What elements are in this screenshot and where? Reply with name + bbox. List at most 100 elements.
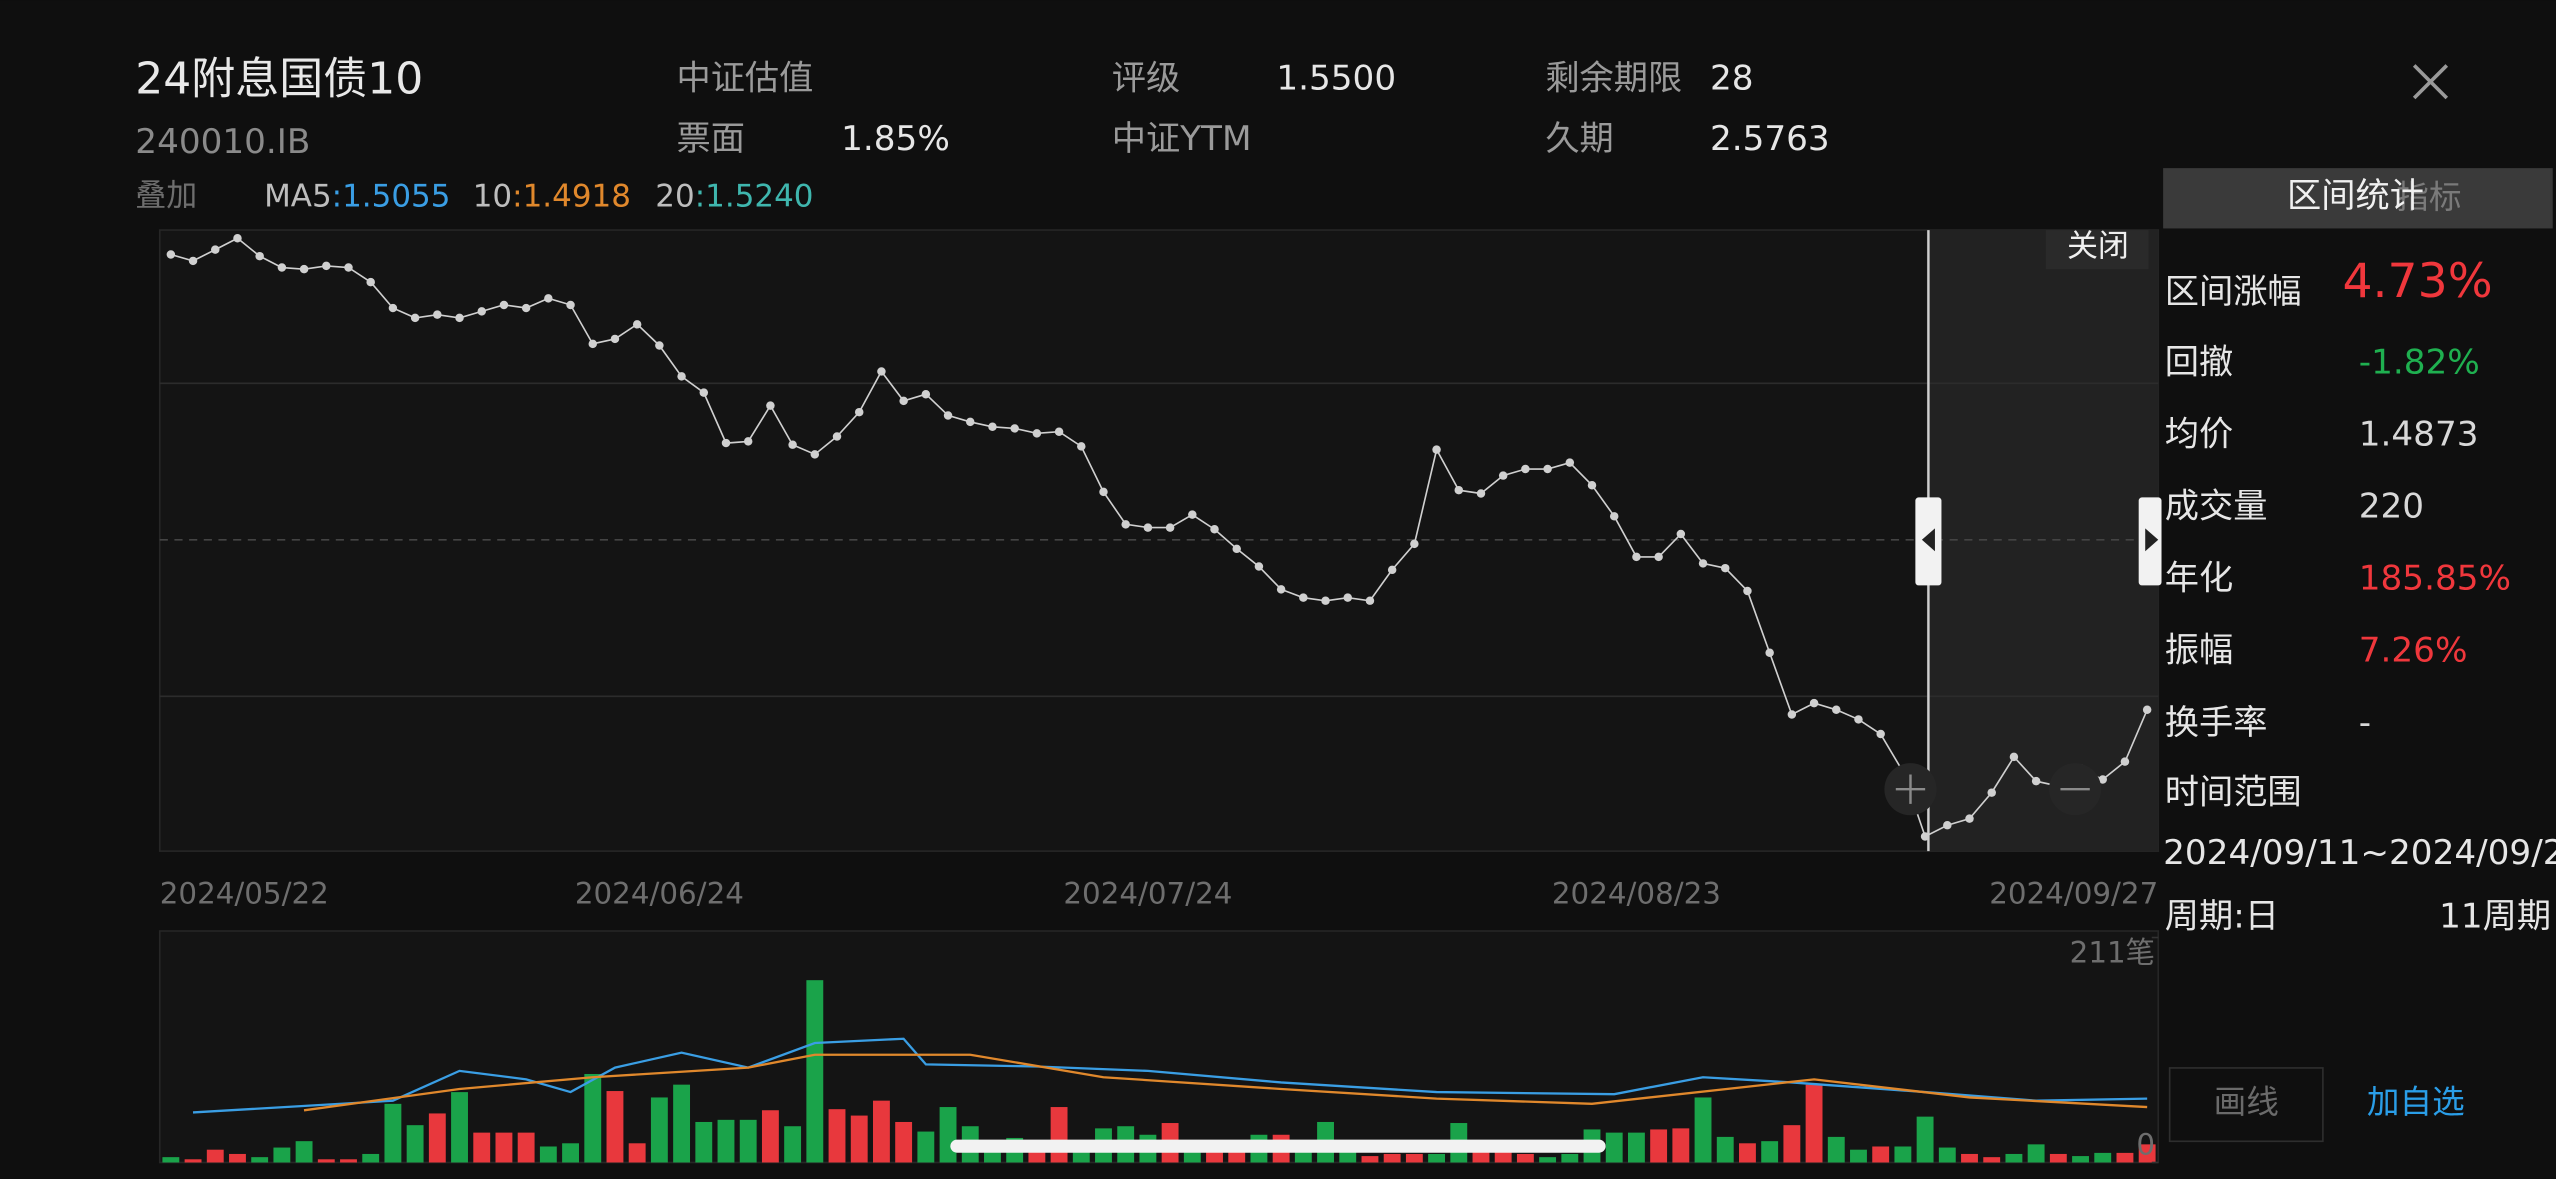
volume-bar — [872, 1100, 890, 1163]
volume-bar — [2138, 1144, 2156, 1163]
volume-ma-line — [303, 1053, 2148, 1112]
home-indicator — [950, 1139, 1606, 1153]
volume-bar — [517, 1132, 535, 1163]
price-point — [1410, 539, 1419, 549]
volume-bar — [2049, 1153, 2067, 1163]
price-point — [299, 264, 309, 274]
volume-bar — [1516, 1153, 1534, 1163]
price-point — [1476, 489, 1486, 498]
field-value: 1.5500 — [1276, 59, 1396, 99]
field-label: 中证YTM — [1112, 119, 1252, 159]
time-range: 2024/09/11~2024/09/27 — [2163, 833, 2556, 873]
volume-bar — [673, 1084, 691, 1163]
price-point — [366, 277, 375, 287]
volume-bar — [1983, 1157, 2001, 1163]
volume-bar — [295, 1141, 313, 1163]
price-point — [1432, 445, 1441, 454]
add-watchlist[interactable]: 加自选 — [2367, 1083, 2465, 1121]
volume-bar — [650, 1097, 668, 1163]
price-point — [1632, 552, 1641, 562]
y-tick-label: 0 — [2136, 1128, 2155, 1162]
price-point — [2031, 776, 2041, 786]
volume-bar — [2072, 1156, 2089, 1163]
close-icon[interactable] — [2412, 64, 2449, 100]
volume-bar — [340, 1159, 357, 1163]
ma-legend: MA5:1.5055 — [264, 178, 450, 214]
ma-value: :1.4918 — [512, 178, 631, 214]
volume-bar — [1805, 1084, 1823, 1163]
price-point — [1054, 427, 1064, 436]
volume-bar — [1894, 1146, 1912, 1163]
price-point — [2098, 775, 2107, 784]
side-panel: 指标 区间统计 时间范围 2024/09/11~2024/09/27 周期:日 … — [2163, 168, 2556, 1143]
volume-bar — [828, 1109, 846, 1163]
price-point — [1299, 593, 1308, 602]
price-point — [743, 437, 753, 446]
draw-line-button[interactable] — [2168, 1067, 2324, 1143]
volume-bar — [784, 1126, 802, 1163]
ma-value: :1.5240 — [695, 178, 814, 214]
x-tick-label: 2024/05/22 — [160, 877, 329, 911]
price-point — [810, 450, 820, 459]
volume-bar — [895, 1121, 913, 1163]
volume-bar — [2027, 1144, 2045, 1163]
volume-bar — [1916, 1116, 1934, 1163]
price-point — [1587, 481, 1597, 490]
volume-bar — [1672, 1128, 1690, 1163]
volume-bar — [251, 1157, 269, 1163]
ma-legend: 10:1.4918 — [473, 178, 631, 214]
volume-bar — [1761, 1141, 1779, 1163]
x-tick-label: 2024/09/27 — [1989, 877, 2158, 911]
ma-legend: 20:1.5240 — [655, 178, 813, 214]
price-point — [966, 417, 975, 427]
volume-bar — [606, 1091, 624, 1163]
price-point — [1743, 586, 1752, 596]
close-range-button[interactable] — [2045, 230, 2149, 270]
price-point — [322, 261, 331, 271]
price-point — [1987, 788, 1996, 797]
selection-controls: 关闭 — [1884, 228, 2162, 852]
field-label: 久期 — [1545, 119, 1613, 159]
price-point — [477, 307, 486, 316]
price-point — [1721, 563, 1730, 573]
volume-bar — [1739, 1143, 1756, 1163]
price-point — [1965, 814, 1974, 823]
tab-range-stats[interactable]: 区间统计 — [2287, 176, 2424, 216]
close-range-label: 关闭 — [2067, 228, 2129, 264]
volume-bar — [917, 1131, 935, 1163]
volume-bar — [2116, 1152, 2134, 1163]
volume-bar — [2094, 1152, 2112, 1163]
volume-bar — [1561, 1153, 1579, 1163]
price-point — [1609, 512, 1619, 521]
price-point — [233, 234, 242, 243]
volume-bar — [1539, 1157, 1557, 1163]
ma-name: 10 — [473, 178, 512, 214]
price-point — [721, 438, 731, 448]
price-point — [1943, 820, 1952, 830]
volume-bar — [451, 1092, 468, 1163]
stat-value: 220 — [2359, 487, 2424, 527]
tab-bar — [2163, 168, 2553, 229]
volume-bar — [1405, 1153, 1423, 1163]
volume-bar — [1938, 1147, 1956, 1163]
tab-indicators[interactable]: 指标 — [2396, 178, 2461, 216]
price-point — [1765, 648, 1774, 657]
price-point — [699, 388, 709, 397]
volume-bar — [1872, 1146, 1890, 1163]
price-point — [388, 303, 398, 313]
volume-bar — [562, 1143, 579, 1163]
price-point — [1809, 698, 1819, 708]
price-point — [188, 256, 198, 266]
price-point — [2120, 757, 2130, 766]
volume-bar — [206, 1149, 224, 1163]
price-point — [566, 300, 575, 310]
price-point — [1343, 593, 1352, 602]
ma-value: :1.5055 — [332, 178, 451, 214]
period-count: 11周期 — [2439, 896, 2551, 936]
price-point — [921, 390, 931, 399]
plus-icon — [1895, 774, 1926, 804]
stat-value: 4.73% — [2342, 254, 2492, 309]
price-point — [1832, 705, 1841, 714]
overlay-label[interactable]: 叠加 — [135, 178, 197, 214]
